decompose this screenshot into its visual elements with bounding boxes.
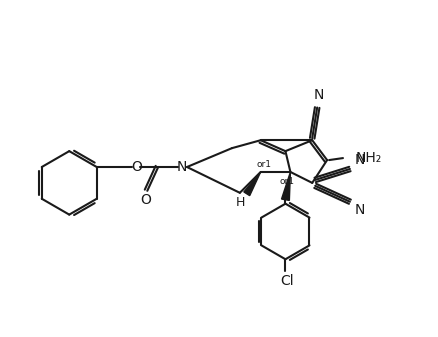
Text: N: N (177, 160, 187, 174)
Polygon shape (282, 172, 290, 201)
Text: N: N (355, 153, 365, 167)
Text: NH₂: NH₂ (356, 151, 382, 165)
Text: H: H (236, 196, 246, 209)
Text: N: N (355, 203, 365, 217)
Text: or1: or1 (256, 159, 271, 168)
Polygon shape (244, 172, 261, 196)
Text: O: O (140, 193, 151, 207)
Text: Cl: Cl (281, 274, 294, 288)
Text: N: N (314, 88, 325, 102)
Text: O: O (131, 160, 142, 174)
Text: or1: or1 (280, 177, 295, 186)
